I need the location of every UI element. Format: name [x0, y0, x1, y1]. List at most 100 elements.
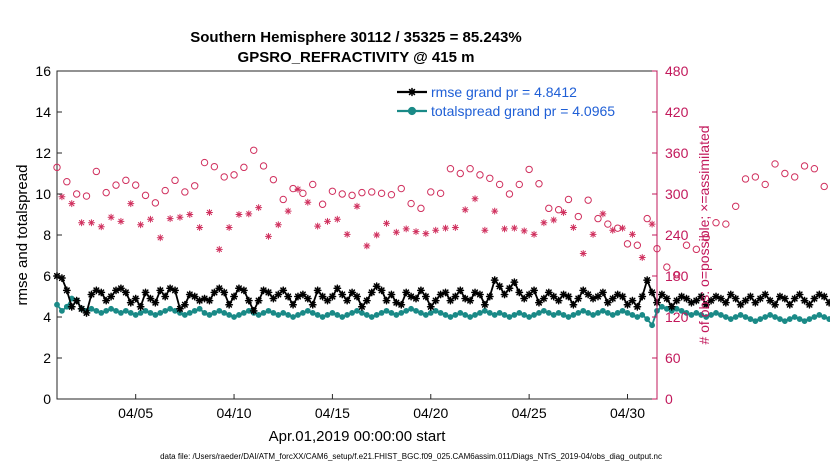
- rmse-point-d2: [363, 297, 370, 304]
- obs-possible-point: [515, 180, 523, 189]
- obs-assimilated-point: [264, 232, 272, 240]
- y2-tick-label: 300: [665, 186, 689, 202]
- y2-tick-label: 360: [665, 145, 689, 161]
- spread-point: [806, 316, 813, 322]
- rmse-point: [682, 294, 691, 303]
- obs-assimilated-point-d2: [433, 227, 439, 233]
- rmse-point-d2: [452, 293, 459, 300]
- obs-assimilated-point: [461, 206, 469, 214]
- rmse-point-d2: [580, 287, 587, 294]
- spread-point: [649, 322, 655, 329]
- obs-assimilated-point-d2: [452, 224, 459, 231]
- rmse-point: [82, 308, 91, 317]
- rmse-point-d2: [634, 303, 641, 310]
- rmse-point-d2: [63, 287, 70, 294]
- obs-assimilated-point: [156, 234, 164, 242]
- obs-assimilated-point: [323, 217, 331, 225]
- obs-possible-point: [200, 158, 209, 167]
- obs-assimilated-point-d2: [649, 221, 655, 227]
- spread-point: [304, 307, 311, 314]
- rmse-point-d2: [496, 283, 503, 290]
- spread-point: [526, 314, 533, 320]
- rmse-point-d2: [806, 301, 813, 308]
- rmse-point-d2: [708, 297, 715, 304]
- spread-point: [752, 318, 759, 324]
- rmse-point: [741, 296, 750, 305]
- spread-point: [142, 307, 149, 314]
- rmse-point-d2: [206, 297, 213, 304]
- spread-point: [221, 309, 228, 316]
- rmse-point: [662, 294, 671, 303]
- spread-point: [191, 307, 198, 314]
- spread-point: [329, 309, 336, 316]
- obs-possible-point: [702, 234, 710, 242]
- spread-point: [314, 312, 321, 318]
- obs-possible-point: [358, 188, 366, 197]
- rmse-point-d2: [560, 291, 567, 298]
- rmse-point-d2: [181, 301, 188, 308]
- obs-assimilated-point-d2: [196, 224, 203, 231]
- spread-point: [122, 307, 129, 314]
- spread-point: [319, 314, 326, 320]
- spread-point: [521, 312, 528, 318]
- rmse-point-d2: [767, 297, 774, 304]
- spread-point: [781, 318, 788, 324]
- spread-point: [363, 312, 370, 318]
- obs-possible-point: [181, 188, 189, 196]
- spread-point: [501, 312, 508, 318]
- obs-possible-point: [259, 162, 268, 170]
- spread-point: [300, 309, 306, 316]
- rmse-point-d2: [152, 299, 159, 306]
- obs-possible-point: [466, 165, 474, 173]
- rmse-point-d2: [476, 291, 484, 298]
- obs-assimilated-point-d2: [560, 209, 567, 216]
- obs-assimilated-point: [550, 216, 558, 224]
- obs-assimilated-point: [628, 230, 636, 238]
- spread-point: [757, 316, 764, 322]
- rmse-point-d2: [334, 285, 341, 292]
- rmse-point-d2: [191, 293, 198, 300]
- obs-assimilated-point-d2: [344, 231, 350, 237]
- rmse-point-d2: [201, 295, 208, 302]
- obs-assimilated-point: [294, 185, 302, 193]
- rmse-point-d2: [230, 293, 238, 300]
- rmse-point-d2: [545, 289, 552, 296]
- spread-point: [240, 309, 247, 316]
- spread-point: [629, 312, 636, 318]
- spread-point: [575, 309, 582, 316]
- spread-point: [181, 312, 188, 318]
- rmse-point-d2: [127, 299, 134, 306]
- y-tick-label: 10: [35, 186, 51, 202]
- rmse-point-d2: [157, 287, 164, 294]
- rmse-point-d2: [737, 301, 744, 308]
- rmse-point-d2: [417, 287, 424, 294]
- rmse-point: [697, 292, 706, 301]
- obs-possible-point: [151, 199, 160, 207]
- obs-assimilated-point: [648, 220, 656, 228]
- obs-possible-point: [761, 180, 769, 189]
- obs-assimilated-point: [432, 226, 440, 234]
- data-file-caption: data file: /Users/raeder/DAI/ATM_forcXX/…: [160, 452, 662, 461]
- obs-possible-point: [131, 181, 140, 189]
- obs-assimilated-point-d2: [403, 226, 409, 232]
- spread-point: [398, 309, 405, 316]
- obs-possible-point: [220, 173, 228, 181]
- obs-possible-point: [407, 199, 415, 208]
- rmse-point-d2: [516, 289, 523, 296]
- x-tick-label: 04/30: [610, 405, 645, 421]
- rmse-point: [274, 290, 283, 299]
- obs-assimilated-point-d2: [128, 200, 134, 207]
- rmse-point-d2: [467, 297, 474, 304]
- rmse-point: [515, 288, 524, 297]
- spread-point: [481, 307, 488, 314]
- rmse-point-d2: [742, 297, 749, 304]
- obs-possible-point: [751, 173, 760, 181]
- rmse-point: [500, 290, 509, 299]
- obs-assimilated-point-d2: [393, 229, 400, 235]
- rmse-point: [780, 294, 789, 303]
- spread-point: [216, 307, 223, 314]
- spread-point: [708, 312, 714, 318]
- rmse-point-d2: [427, 303, 434, 310]
- obs-possible-point: [328, 187, 337, 195]
- rmse-point-d2: [471, 289, 479, 296]
